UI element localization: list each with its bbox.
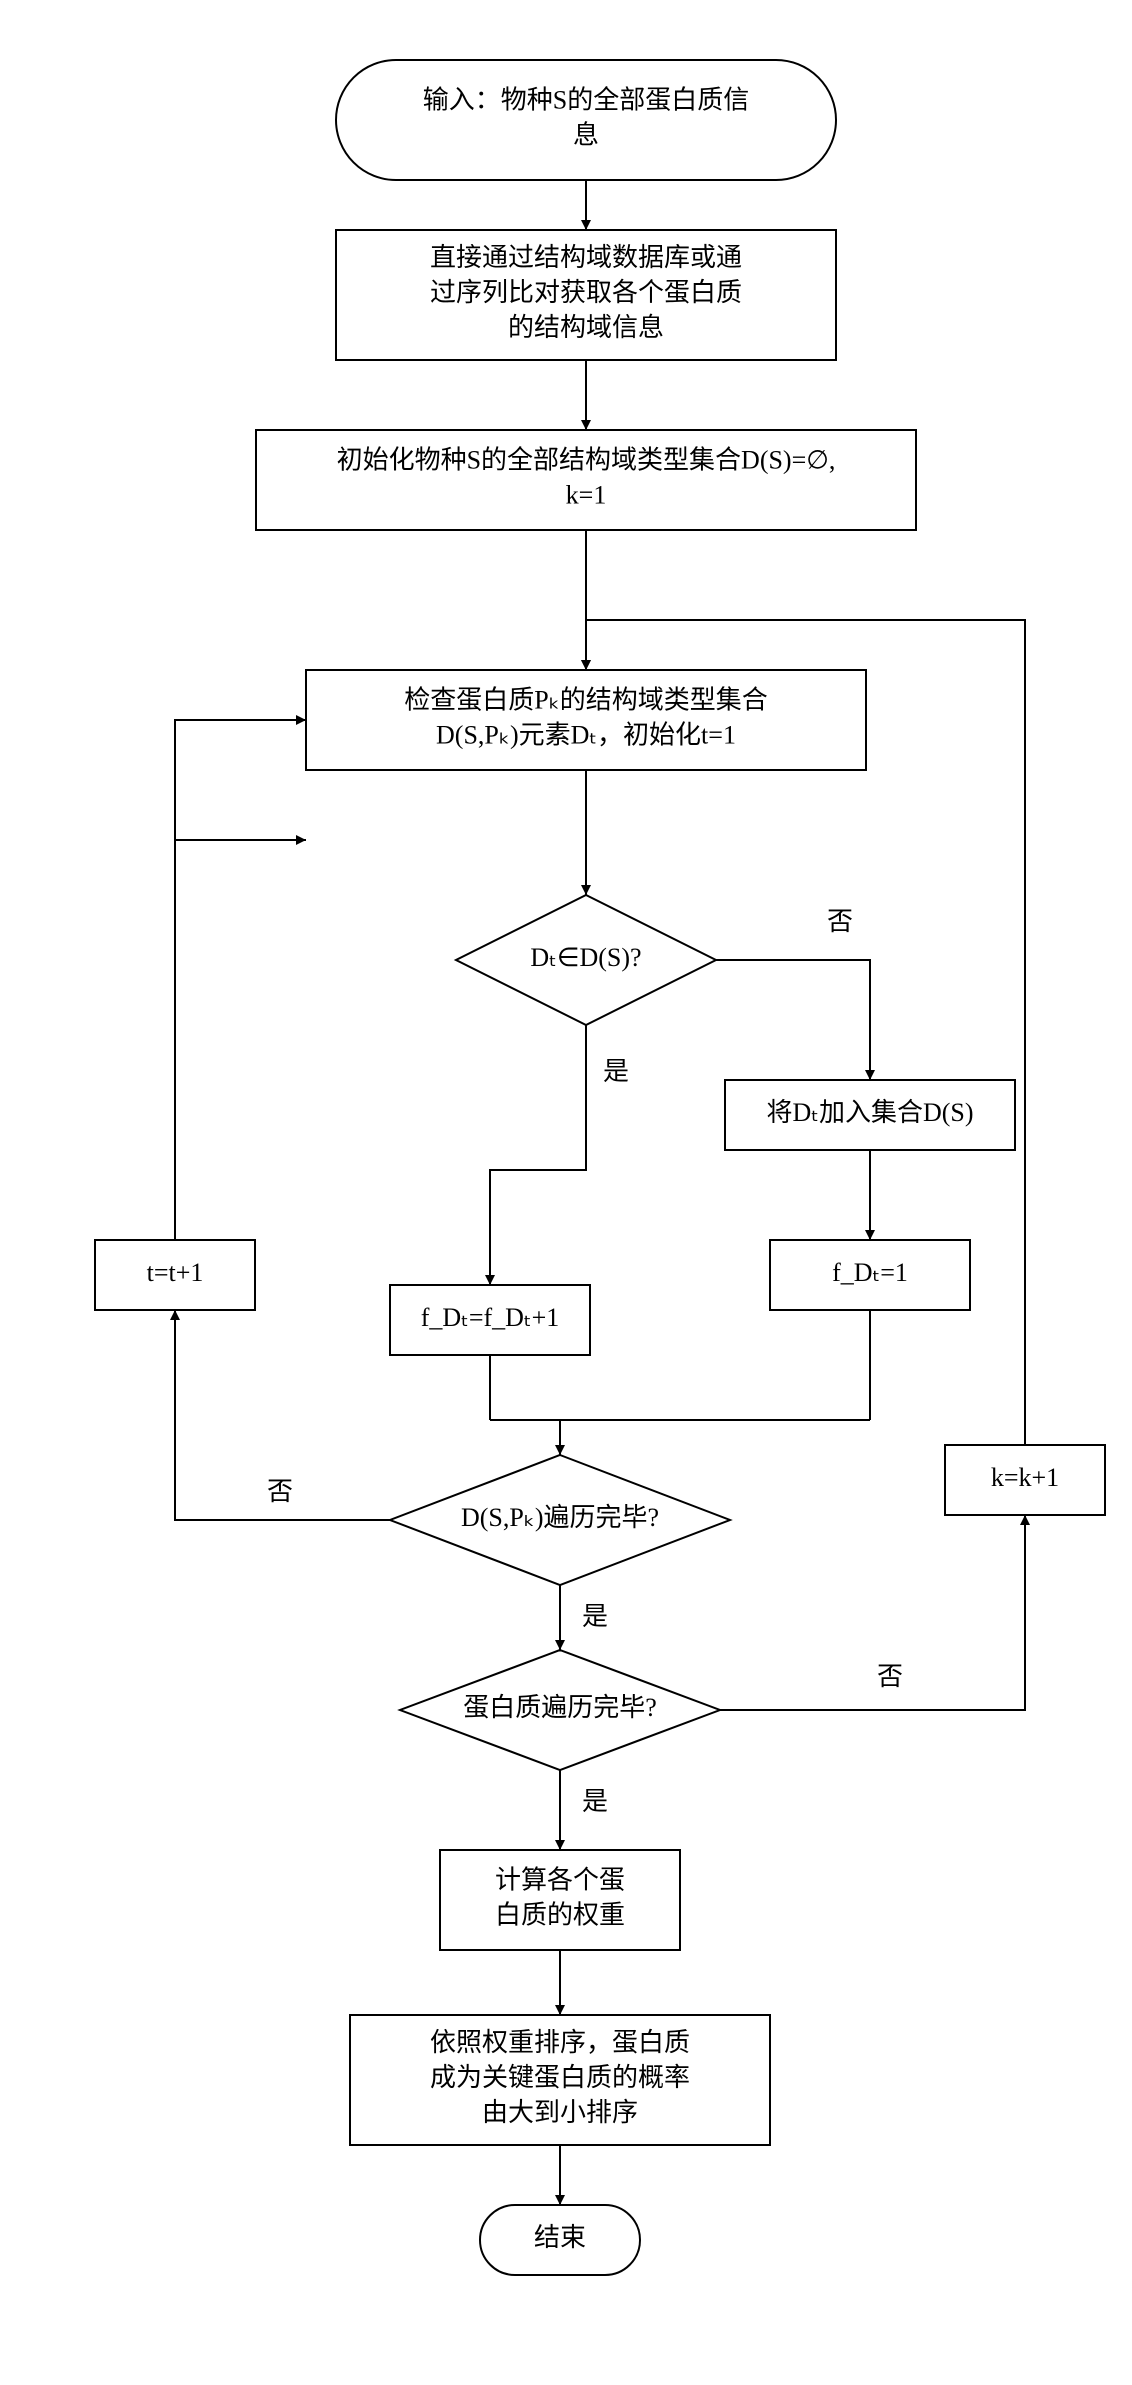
node-text: 蛋白质遍历完毕? [463, 1693, 657, 1722]
edge-label: 是 [582, 1787, 608, 1816]
node-text: k=k+1 [991, 1463, 1059, 1492]
node-n_input: 输入：物种S的全部蛋白质信息 [336, 60, 836, 180]
node-text: f_Dₜ=f_Dₜ+1 [421, 1303, 560, 1332]
edge-label: 是 [582, 1602, 608, 1631]
node-n_fetch: 直接通过结构域数据库或通过序列比对获取各个蛋白质的结构域信息 [336, 230, 836, 360]
edge [175, 840, 306, 1240]
node-n_add: 将Dₜ加入集合D(S) [725, 1080, 1015, 1150]
node-text: 成为关键蛋白质的概率 [430, 2063, 690, 2092]
node-text: 息 [573, 121, 599, 150]
edge-label: 否 [827, 907, 853, 936]
edge-label: 否 [877, 1662, 903, 1691]
node-n_end: 结束 [480, 2205, 640, 2275]
node-n_dec3: 蛋白质遍历完毕? [400, 1650, 720, 1770]
edge [490, 1025, 586, 1285]
node-text: 依照权重排序，蛋白质 [430, 2028, 690, 2057]
node-text: 结束 [534, 2223, 586, 2252]
node-text: 的结构域信息 [508, 313, 664, 342]
node-text: k=1 [566, 481, 607, 510]
edge-label: 否 [267, 1477, 293, 1506]
flowchart-diagram: 输入：物种S的全部蛋白质信息直接通过结构域数据库或通过序列比对获取各个蛋白质的结… [20, 20, 1132, 2365]
node-text: 检查蛋白质Pₖ的结构域类型集合 [404, 685, 768, 714]
node-text: 直接通过结构域数据库或通 [430, 243, 742, 272]
node-n_sort: 依照权重排序，蛋白质成为关键蛋白质的概率由大到小排序 [350, 2015, 770, 2145]
node-text: 初始化物种S的全部结构域类型集合D(S)=∅, [337, 445, 836, 474]
node-text: 输入：物种S的全部蛋白质信 [423, 85, 749, 114]
node-n_fdt1: f_Dₜ=1 [770, 1240, 970, 1310]
node-text: D(S,Pₖ)元素Dₜ，初始化t=1 [436, 721, 736, 750]
node-n_dec1: Dₜ∈D(S)? [456, 895, 716, 1025]
node-text: 将Dₜ加入集合D(S) [767, 1098, 974, 1127]
node-n_init: 初始化物种S的全部结构域类型集合D(S)=∅, k=1 [256, 430, 916, 530]
node-n_dec2: D(S,Pₖ)遍历完毕? [390, 1455, 730, 1585]
node-text: Dₜ∈D(S)? [530, 943, 641, 972]
node-n_check: 检查蛋白质Pₖ的结构域类型集合 D(S,Pₖ)元素Dₜ，初始化t=1 [306, 670, 866, 770]
edge-label: 是 [603, 1057, 629, 1086]
node-n_weight: 计算各个蛋白质的权重 [440, 1850, 680, 1950]
node-text: t=t+1 [147, 1258, 204, 1287]
node-text: f_Dₜ=1 [832, 1258, 908, 1287]
edge [720, 1515, 1025, 1710]
node-text: 由大到小排序 [482, 2098, 638, 2127]
edge [716, 960, 870, 1080]
node-n_tinc: t=t+1 [95, 1240, 255, 1310]
node-text: D(S,Pₖ)遍历完毕? [461, 1503, 659, 1532]
node-text: 过序列比对获取各个蛋白质 [430, 278, 742, 307]
node-text: 白质的权重 [495, 1901, 625, 1930]
node-n_fdtinc: f_Dₜ=f_Dₜ+1 [390, 1285, 590, 1355]
node-n_kinc: k=k+1 [945, 1445, 1105, 1515]
node-text: 计算各个蛋 [495, 1865, 625, 1894]
